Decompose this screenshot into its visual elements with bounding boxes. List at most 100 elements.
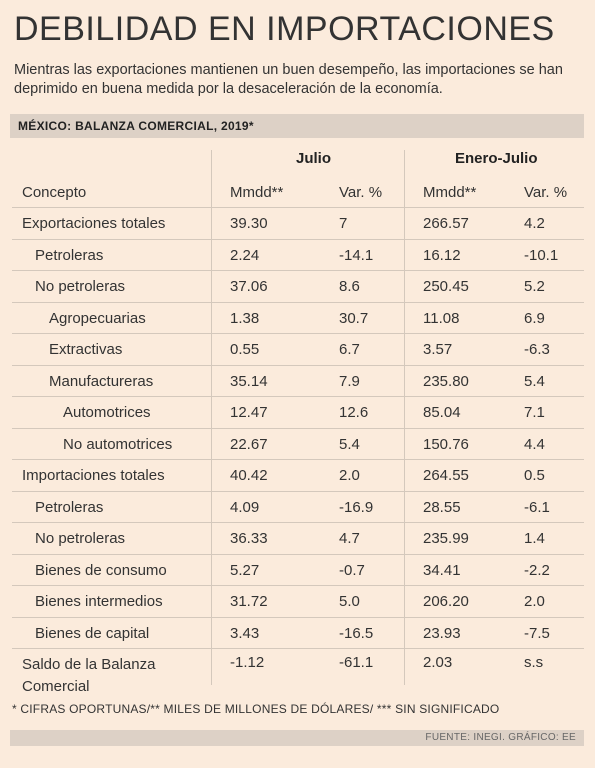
cell-value: 31.72 — [230, 593, 268, 610]
cell-value: -6.1 — [524, 498, 550, 516]
cell-value: 250.45 — [423, 278, 469, 295]
column-divider — [404, 150, 405, 685]
cell-value: -16.9 — [339, 498, 374, 516]
group-header-julio: Julio — [296, 150, 332, 167]
cell-value: 3.43 — [230, 624, 260, 642]
column-header: Var. % — [339, 184, 383, 201]
cell-value: 4.4 — [524, 435, 545, 453]
table-row: Manufactureras 35.14 7.9 235.80 5.4 — [12, 366, 584, 397]
cell-value: -10.1 — [524, 246, 559, 264]
table-row: No petroleras 36.33 4.7 235.99 1.4 — [12, 523, 584, 555]
table-row: No petroleras 37.06 8.6 250.45 5.2 — [12, 271, 584, 303]
cell-value: -1.12 — [230, 654, 265, 671]
table-row: Automotrices 12.47 12.6 85.04 7.1 — [12, 397, 584, 429]
cell-value: 11.08 — [423, 309, 460, 327]
row-label: Exportaciones totales — [22, 215, 166, 232]
table-row: No automotrices 22.67 5.4 150.76 4.4 — [12, 429, 584, 460]
column-header: Mmdd** — [423, 184, 477, 201]
table-row: Agropecuarias 1.38 30.7 11.08 6.9 — [12, 303, 584, 334]
table-row: Petroleras 2.24 -14.1 16.12 -10.1 — [12, 240, 584, 271]
trade-balance-table: Concepto Mmdd** Var. % Mmdd** Var. % Exp… — [12, 177, 584, 701]
cell-value: 85.04 — [423, 404, 461, 421]
table-row: Petroleras 4.09 -16.9 28.55 -6.1 — [12, 492, 584, 523]
cell-value: 34.41 — [423, 561, 461, 579]
table-title-bar: MÉXICO: BALANZA COMERCIAL, 2019* — [10, 114, 584, 138]
footnote: * CIFRAS OPORTUNAS/** MILES DE MILLONES … — [12, 702, 500, 716]
group-header-enero-julio: Enero-Julio — [455, 150, 538, 167]
row-label: Petroleras — [35, 246, 104, 264]
cell-value: 23.93 — [423, 624, 461, 642]
cell-value: 28.55 — [423, 498, 461, 516]
row-label: Bienes de capital — [35, 624, 150, 642]
cell-value: 235.99 — [423, 530, 469, 547]
column-divider — [211, 150, 212, 685]
page-title: DEBILIDAD EN IMPORTACIONES — [14, 10, 555, 48]
cell-value: 1.38 — [230, 309, 260, 327]
cell-value: 35.14 — [230, 372, 268, 390]
row-label: Automotrices — [63, 404, 151, 421]
table-row: Importaciones totales 40.42 2.0 264.55 0… — [12, 460, 584, 492]
cell-value: 4.2 — [524, 215, 545, 232]
row-label: Saldo de la Balanza Comercial — [22, 656, 156, 695]
row-label: Agropecuarias — [49, 309, 146, 327]
cell-value: 5.4 — [339, 435, 360, 453]
row-label: No automotrices — [63, 435, 173, 453]
cell-value: 2.0 — [524, 593, 545, 610]
cell-value: 5.0 — [339, 593, 360, 610]
cell-value: 16.12 — [423, 246, 461, 264]
cell-value: 266.57 — [423, 215, 469, 232]
row-label: Extractivas — [49, 341, 123, 358]
cell-value: 37.06 — [230, 278, 268, 295]
cell-value: 4.09 — [230, 498, 260, 516]
table-row: Bienes de capital 3.43 -16.5 23.93 -7.5 — [12, 618, 584, 649]
cell-value: 8.6 — [339, 278, 360, 295]
cell-value: 264.55 — [423, 467, 469, 484]
cell-value: s.s — [524, 654, 544, 671]
cell-value: -7.5 — [524, 624, 550, 642]
column-header: Var. % — [524, 184, 568, 201]
cell-value: -6.3 — [524, 341, 550, 358]
cell-value: 235.80 — [423, 372, 469, 390]
cell-value: 39.30 — [230, 215, 268, 232]
row-label: Manufactureras — [49, 372, 154, 390]
cell-value: 0.55 — [230, 341, 260, 358]
cell-value: 4.7 — [339, 530, 360, 547]
cell-value: 5.2 — [524, 278, 545, 295]
cell-value: 2.24 — [230, 246, 260, 264]
cell-value: 3.57 — [423, 341, 453, 358]
cell-value: -2.2 — [524, 561, 550, 579]
row-label: Bienes intermedios — [35, 593, 163, 610]
cell-value: 7.9 — [339, 372, 360, 390]
cell-value: 2.0 — [339, 467, 360, 484]
cell-value: -61.1 — [339, 654, 374, 671]
cell-value: 7.1 — [524, 404, 545, 421]
table-row: Exportaciones totales 39.30 7 266.57 4.2 — [12, 208, 584, 240]
cell-value: 5.4 — [524, 372, 545, 390]
cell-value: 36.33 — [230, 530, 268, 547]
cell-value: 30.7 — [339, 309, 369, 327]
cell-value: 40.42 — [230, 467, 268, 484]
cell-value: 1.4 — [524, 530, 545, 547]
page-subtitle: Mientras las exportaciones mantienen un … — [14, 62, 563, 97]
cell-value: 2.03 — [423, 654, 453, 671]
cell-value: -16.5 — [339, 624, 374, 642]
row-label: Petroleras — [35, 498, 104, 516]
cell-value: 12.47 — [230, 404, 268, 421]
table-row: Bienes de consumo 5.27 -0.7 34.41 -2.2 — [12, 555, 584, 586]
column-header: Mmdd** — [230, 184, 284, 201]
row-label: Importaciones totales — [22, 467, 165, 484]
cell-value: 22.67 — [230, 435, 268, 453]
cell-value: 7 — [339, 215, 348, 232]
table-row: Bienes intermedios 31.72 5.0 206.20 2.0 — [12, 586, 584, 618]
row-label: Bienes de consumo — [35, 561, 167, 579]
cell-value: 0.5 — [524, 467, 545, 484]
cell-value: -0.7 — [339, 561, 365, 579]
cell-value: 150.76 — [423, 435, 469, 453]
table-header-row: Concepto Mmdd** Var. % Mmdd** Var. % — [12, 177, 584, 208]
row-label: No petroleras — [35, 530, 126, 547]
cell-value: 206.20 — [423, 593, 469, 610]
cell-value: 6.7 — [339, 341, 360, 358]
source-credit: FUENTE: INEGI. GRÁFICO: EE — [10, 730, 584, 746]
cell-value: -14.1 — [339, 246, 374, 264]
cell-value: 6.9 — [524, 309, 545, 327]
